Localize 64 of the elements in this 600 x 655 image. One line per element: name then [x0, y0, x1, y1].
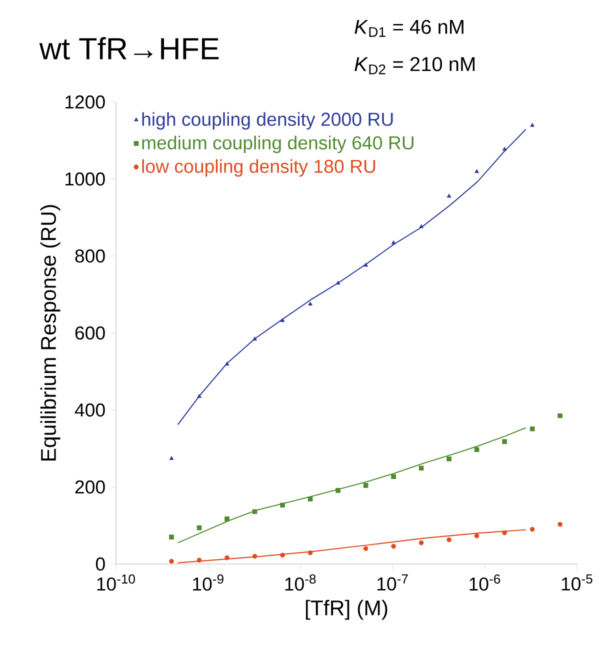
point — [391, 544, 396, 549]
y-tick-label: 1200 — [66, 95, 105, 109]
point — [391, 240, 396, 244]
y-tick-label: 600 — [75, 326, 105, 340]
point — [224, 516, 230, 522]
point — [474, 447, 480, 452]
point — [418, 466, 424, 471]
point — [364, 262, 368, 267]
x-tick-label: 10$^{-8}$ — [285, 574, 316, 591]
point — [530, 526, 535, 532]
point — [308, 302, 312, 306]
y-tick-label: 1000 — [66, 172, 105, 186]
point — [363, 483, 368, 488]
point — [169, 534, 174, 540]
point — [474, 533, 480, 538]
legend-label: high coupling density 2000 RU — [142, 112, 393, 130]
point — [502, 439, 507, 444]
point — [446, 537, 452, 542]
point — [336, 280, 340, 285]
point — [419, 224, 424, 228]
text: K$_{D1}$ = 46 nM — [354, 20, 464, 37]
point — [446, 194, 452, 198]
point — [169, 558, 174, 564]
point — [196, 525, 202, 530]
point — [446, 456, 452, 462]
x-tick-label: 10$^{-6}$ — [470, 574, 500, 591]
x-tick-label: 10$^{-5}$ — [562, 574, 592, 591]
point — [196, 558, 202, 563]
chart-title: wt TfR→HFE — [39, 37, 219, 60]
point — [363, 546, 368, 551]
point — [418, 540, 424, 546]
point — [280, 318, 285, 322]
x-tick-label: 10$^{-10}$ — [97, 574, 135, 591]
point — [502, 530, 507, 536]
point — [502, 146, 507, 151]
point — [252, 554, 258, 559]
point — [280, 502, 285, 508]
point — [308, 550, 313, 556]
point — [391, 474, 396, 480]
y-tick-label: 800 — [75, 249, 105, 263]
point — [197, 394, 202, 398]
point — [474, 169, 479, 174]
point — [224, 362, 230, 366]
point — [280, 552, 285, 558]
y-tick-label: 0 — [96, 557, 105, 571]
point — [530, 123, 534, 127]
x-tick-label: 10$^{-9}$ — [193, 574, 224, 591]
x-axis-title: [TfR] (M) — [306, 600, 388, 620]
point — [252, 509, 258, 514]
y-tick-label: 200 — [75, 480, 105, 494]
x-tick-label: 10$^{-7}$ — [377, 574, 408, 591]
point — [308, 496, 313, 502]
point — [224, 555, 230, 560]
y-axis-title: Equilibrium Response (RU) — [40, 205, 60, 460]
legend-label: low coupling density 180 RU — [142, 159, 376, 177]
point — [336, 488, 340, 493]
y-tick-label: 400 — [74, 403, 105, 417]
point — [252, 336, 257, 340]
legend-label: medium coupling density 640 RU — [142, 136, 414, 154]
text: K$_{D2}$ = 210 nM — [354, 57, 475, 74]
point — [558, 413, 562, 418]
point — [558, 522, 562, 527]
point — [530, 426, 535, 432]
point — [169, 456, 174, 460]
